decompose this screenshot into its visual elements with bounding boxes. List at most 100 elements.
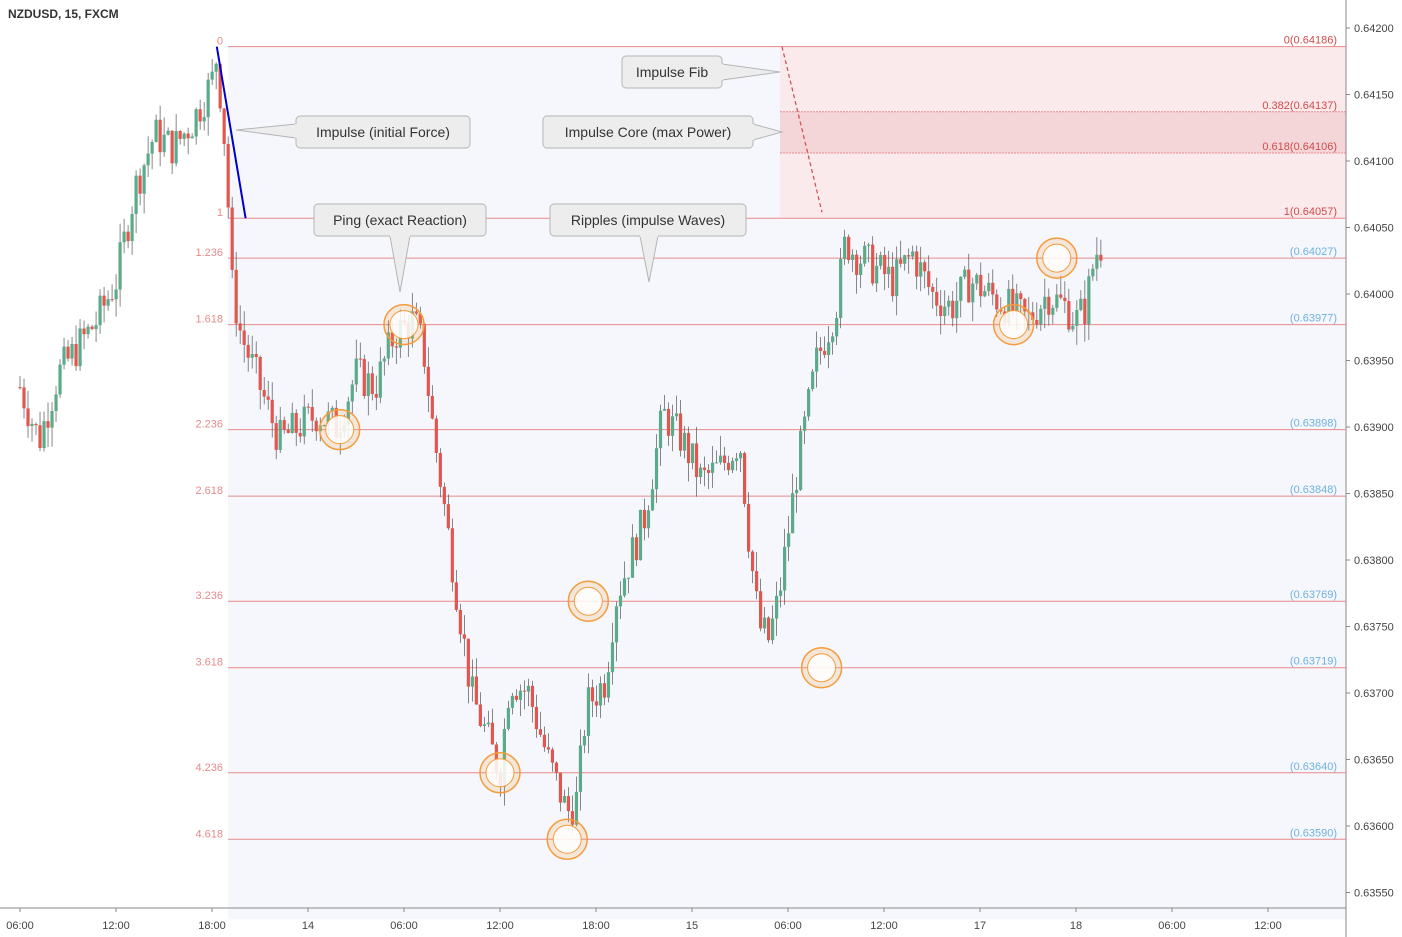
candle-body (170, 130, 174, 164)
fib-price-label: (0.63640) (1290, 761, 1337, 773)
candle-body (554, 762, 559, 773)
candle-body (202, 117, 206, 122)
candle-body (907, 255, 911, 257)
fib-ratio-label: 4.236 (195, 762, 223, 774)
candle-body (550, 749, 555, 763)
candle-body (915, 251, 919, 277)
candle-body (686, 432, 691, 464)
x-tick-label: 12:00 (1254, 920, 1282, 932)
candle-body (875, 265, 879, 284)
fib-price-label: 0.382(0.64137) (1262, 100, 1337, 112)
candle-body (114, 289, 118, 300)
candle-body (730, 460, 735, 471)
candle-body (478, 704, 482, 726)
candle-body (690, 443, 695, 464)
candle-body (903, 255, 907, 264)
candle-body (1059, 294, 1063, 298)
candle-body (178, 131, 182, 139)
candle-body (286, 429, 290, 433)
candle-body (714, 462, 719, 464)
candle-body (74, 344, 78, 367)
candle-body (887, 266, 891, 275)
candle-body (654, 448, 659, 490)
candle-body (895, 259, 899, 297)
candle-body (698, 467, 703, 478)
candle-body (394, 346, 398, 348)
reaction-circle-inner (485, 758, 515, 788)
y-tick-label: 0.64150 (1354, 90, 1394, 102)
candle-body (702, 467, 707, 471)
candle-body (1051, 307, 1055, 315)
candle-body (670, 416, 675, 436)
candle-body (466, 638, 470, 687)
candle-body (118, 242, 122, 290)
fib-price-label: (0.63898) (1290, 418, 1337, 430)
x-tick-label: 06:00 (1158, 920, 1186, 932)
candle-body (754, 571, 759, 592)
candle-body (242, 330, 246, 345)
candle-body (590, 687, 595, 702)
candle-body (218, 63, 222, 109)
candle-body (62, 346, 66, 365)
candle-body (911, 251, 915, 257)
candle-body (943, 306, 947, 317)
fib-ratio-label: 3.618 (195, 657, 223, 669)
candle-body (1023, 299, 1027, 312)
candle-body (438, 452, 442, 487)
candle-body (706, 470, 711, 473)
candle-body (122, 231, 126, 243)
candle-body (606, 672, 611, 698)
fib-price-label: (0.63590) (1290, 827, 1337, 839)
candle-body (374, 394, 378, 398)
candle-body (198, 109, 202, 122)
fib-ratio-label: 3.236 (195, 590, 223, 602)
candle-body (598, 683, 603, 706)
candle-body (530, 685, 535, 707)
fib-ratio-label: 1 (217, 207, 223, 219)
candle-body (282, 420, 286, 430)
candle-body (190, 136, 194, 139)
candle-body (502, 728, 506, 787)
y-tick-label: 0.63750 (1354, 622, 1394, 634)
candle-body (859, 263, 863, 275)
x-tick-label: 06:00 (774, 920, 802, 932)
impulse-line (215, 46, 247, 219)
candle-body (130, 214, 134, 242)
candle-body (182, 133, 186, 139)
candle-body (110, 299, 114, 301)
x-tick-label: 17 (974, 920, 986, 932)
callout-box: Ping (exact Reaction) (313, 203, 487, 293)
candle-body (843, 236, 847, 260)
candle-body (803, 416, 807, 431)
candle-body (630, 537, 635, 578)
candle-body (490, 722, 494, 745)
candle-body (1019, 293, 1023, 300)
candle-body (799, 430, 803, 490)
candle-body (298, 432, 302, 437)
candle-body (166, 130, 170, 135)
fib-ratio-label: 0 (217, 36, 223, 48)
candle-body (626, 577, 631, 579)
candle-body (138, 175, 142, 194)
candle-body (678, 413, 683, 451)
candle-body (1043, 296, 1047, 309)
candle-body (42, 421, 46, 449)
candle-body (418, 313, 422, 324)
candle-body (58, 364, 62, 395)
candle-body (90, 326, 94, 330)
candle-body (791, 493, 795, 534)
candle-body (923, 262, 927, 272)
candle-body (718, 455, 723, 463)
candle-body (758, 591, 763, 629)
candle-body (979, 274, 983, 297)
candle-body (1031, 312, 1035, 320)
candle-body (450, 528, 454, 583)
reaction-circle-inner (999, 310, 1029, 340)
candle-body (1055, 294, 1059, 308)
candle-body (819, 347, 823, 352)
candle-body (326, 411, 330, 426)
callout-text: Impulse Core (max Power) (565, 124, 732, 140)
candle-body (86, 326, 90, 335)
candle-body (174, 131, 178, 164)
